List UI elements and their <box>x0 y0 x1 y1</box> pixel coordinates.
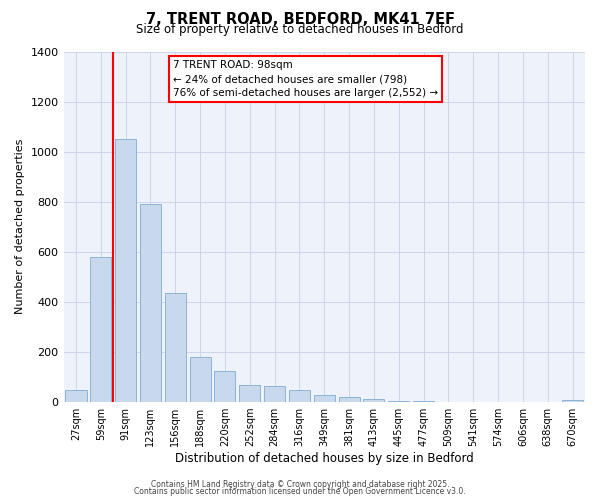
Text: 7, TRENT ROAD, BEDFORD, MK41 7EF: 7, TRENT ROAD, BEDFORD, MK41 7EF <box>146 12 455 28</box>
Bar <box>264 386 285 402</box>
Bar <box>364 399 385 402</box>
Bar <box>388 400 409 402</box>
Bar <box>562 400 583 402</box>
Text: Size of property relative to detached houses in Bedford: Size of property relative to detached ho… <box>136 24 464 36</box>
Bar <box>140 204 161 402</box>
X-axis label: Distribution of detached houses by size in Bedford: Distribution of detached houses by size … <box>175 452 473 465</box>
Bar <box>214 371 235 402</box>
Bar <box>115 139 136 402</box>
Text: Contains public sector information licensed under the Open Government Licence v3: Contains public sector information licen… <box>134 487 466 496</box>
Bar <box>190 357 211 402</box>
Bar <box>338 396 359 402</box>
Bar <box>314 394 335 402</box>
Bar <box>65 390 86 402</box>
Text: 7 TRENT ROAD: 98sqm
← 24% of detached houses are smaller (798)
76% of semi-detac: 7 TRENT ROAD: 98sqm ← 24% of detached ho… <box>173 60 438 98</box>
Bar <box>413 401 434 402</box>
Y-axis label: Number of detached properties: Number of detached properties <box>15 139 25 314</box>
Bar <box>239 384 260 402</box>
Bar <box>90 257 112 402</box>
Bar <box>289 390 310 402</box>
Bar <box>165 293 186 402</box>
Text: Contains HM Land Registry data © Crown copyright and database right 2025.: Contains HM Land Registry data © Crown c… <box>151 480 449 489</box>
